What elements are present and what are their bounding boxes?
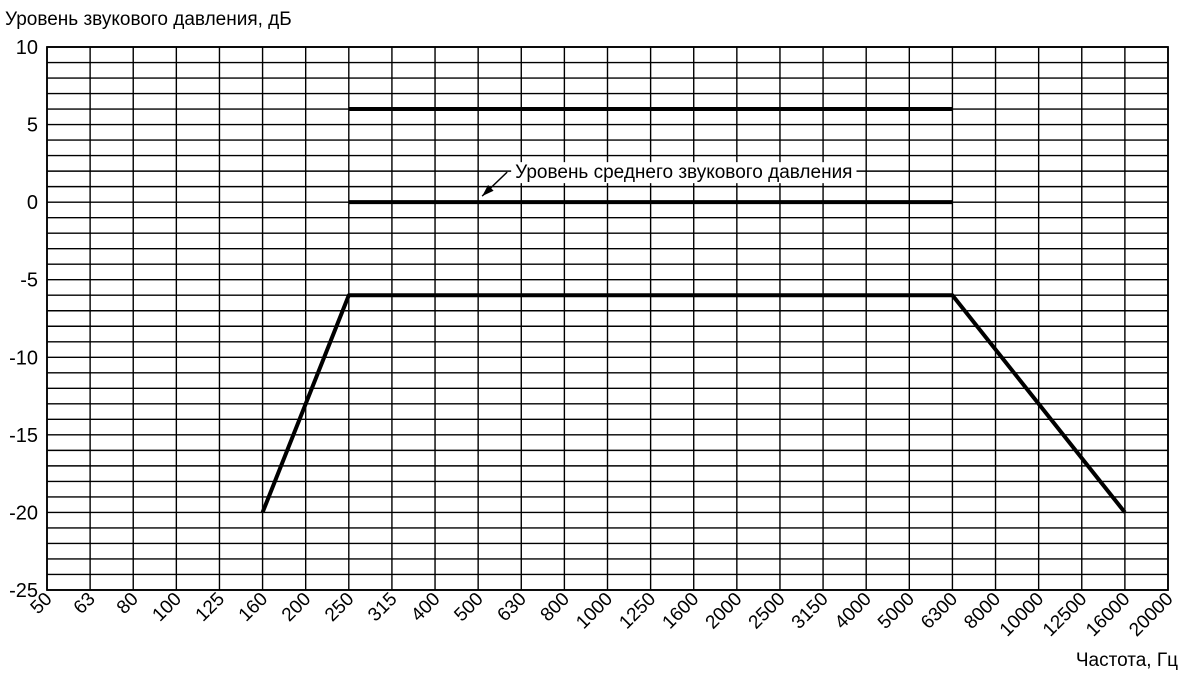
x-tick-label: 16000 bbox=[1082, 589, 1134, 641]
x-tick-label: 2500 bbox=[745, 589, 790, 634]
x-tick-label: 1000 bbox=[572, 589, 617, 634]
series-lines bbox=[260, 107, 1127, 514]
x-tick-labels: 50 63 80 100 125 160 200 250 315 400 500 630 8001000… bbox=[27, 589, 1178, 641]
x-tick-label: 10000 bbox=[996, 589, 1048, 641]
x-tick-label: 1250 bbox=[615, 589, 660, 634]
x-tick-label: 4000 bbox=[831, 589, 876, 634]
x-tick-label: 100 bbox=[149, 589, 186, 626]
grid bbox=[46, 46, 1169, 591]
y-axis-title: Уровень звукового давления, дБ bbox=[5, 9, 292, 30]
x-tick-label: 1600 bbox=[659, 589, 704, 634]
x-axis-title: Частота, Гц bbox=[1076, 650, 1178, 671]
x-tick-label: 400 bbox=[407, 589, 444, 626]
series-line-3 bbox=[260, 293, 1127, 514]
x-tick-label: 6300 bbox=[917, 589, 962, 634]
annotation-label: Уровень среднего звукового давления bbox=[515, 162, 852, 183]
y-tick-labels: 10 5 0 -5 -10 -15 -20 -25 bbox=[9, 37, 38, 602]
x-tick-label: 12500 bbox=[1039, 589, 1091, 641]
y-tick-label: -15 bbox=[9, 425, 38, 447]
x-tick-label: 200 bbox=[278, 589, 315, 626]
x-tick-label: 2000 bbox=[702, 589, 747, 634]
x-tick-label: 5000 bbox=[874, 589, 919, 634]
x-tick-label: 125 bbox=[192, 589, 229, 626]
y-tick-label: -5 bbox=[20, 270, 38, 292]
y-tick-label: 5 bbox=[27, 115, 38, 137]
plot-frame bbox=[46, 46, 1169, 591]
x-tick-label: 315 bbox=[364, 589, 401, 626]
x-tick-label: 63 bbox=[70, 589, 100, 619]
y-tick-label: -10 bbox=[9, 347, 38, 369]
x-tick-label: 3150 bbox=[788, 589, 833, 634]
y-tick-label: 0 bbox=[27, 192, 38, 214]
x-tick-label: 630 bbox=[494, 589, 531, 626]
y-tick-label: -20 bbox=[9, 502, 38, 524]
annotation-arrowhead bbox=[482, 184, 494, 197]
annotation: Уровень среднего звукового давления bbox=[481, 162, 857, 197]
y-tick-label: 10 bbox=[16, 37, 38, 59]
x-tick-label: 160 bbox=[235, 589, 272, 626]
x-tick-label: 20000 bbox=[1125, 589, 1177, 641]
annotation-label-background bbox=[511, 162, 857, 184]
x-tick-label: 500 bbox=[450, 589, 487, 626]
x-tick-label: 800 bbox=[537, 589, 574, 626]
x-tick-label: 80 bbox=[113, 589, 143, 619]
y-tick-label: -25 bbox=[9, 580, 38, 602]
x-tick-label: 250 bbox=[321, 589, 358, 626]
